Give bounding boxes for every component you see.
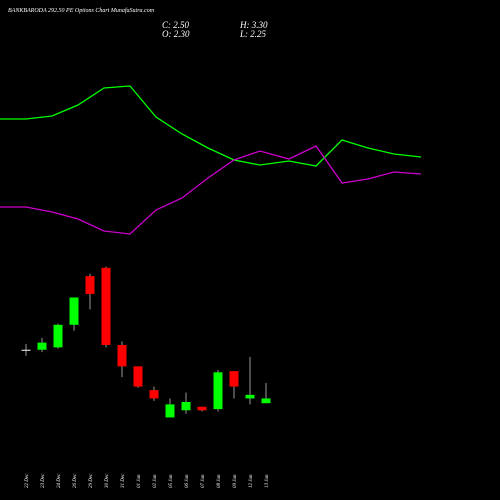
x-tick-label: 30 Dec (105, 473, 110, 488)
candle-body (53, 324, 63, 348)
x-tick-label: 12 Jan (249, 474, 254, 488)
x-tick-label: 29 Dec (89, 473, 94, 488)
candle-body (149, 390, 159, 399)
candle-4 (85, 273, 95, 310)
candle-8 (149, 386, 159, 401)
candle-0 (21, 343, 31, 356)
x-tick-label: 05 Jan (169, 474, 174, 488)
x-tick-label: 23 Dec (41, 473, 46, 488)
candle-body (245, 394, 255, 399)
x-tick-label: 08 Jan (217, 474, 222, 488)
candle-13 (229, 371, 239, 399)
open-value: O: 2.30 (162, 29, 190, 39)
candle-body (117, 345, 127, 367)
upper-band-line (0, 85, 422, 167)
chart-title: BANKBARODA 292.50 PE Options Chart Munaf… (8, 8, 155, 14)
candle-5 (101, 266, 111, 348)
x-tick-label: 26 Dec (73, 473, 78, 488)
candle-7 (133, 366, 143, 388)
candle-1 (37, 337, 47, 353)
candle-body (133, 366, 143, 387)
x-tick-label: 13 Jan (265, 474, 270, 488)
candle-body (261, 398, 271, 404)
candle-15 (261, 383, 271, 404)
x-tick-label: 07 Jan (201, 474, 206, 488)
lower-band-line (0, 145, 422, 235)
low-value: L: 2.25 (240, 29, 267, 39)
candle-body (37, 342, 47, 350)
candle-body (69, 297, 79, 325)
candle-body (229, 371, 239, 387)
candle-body (21, 349, 31, 351)
x-tick-label: 09 Jan (233, 474, 238, 488)
candle-body (197, 406, 207, 411)
candle-10 (181, 392, 191, 414)
candle-body (165, 404, 175, 418)
candle-12 (213, 369, 223, 412)
candle-6 (117, 341, 127, 378)
close-value: C: 2.50 (162, 20, 189, 30)
candle-3 (69, 297, 79, 331)
candle-14 (245, 356, 255, 405)
candle-body (181, 402, 191, 411)
x-tick-label: 22 Dec (25, 473, 30, 488)
candle-9 (165, 398, 175, 418)
high-value: H: 3.30 (240, 20, 268, 30)
x-tick-label: 24 Dec (57, 473, 62, 488)
candle-2 (53, 323, 63, 349)
candle-body (213, 372, 223, 410)
x-tick-label: 31 Dec (121, 473, 126, 488)
x-tick-label: 06 Jan (185, 474, 190, 488)
candle-body (85, 276, 95, 294)
candle-body (101, 267, 111, 345)
candle-11 (197, 406, 207, 412)
x-tick-label: 01 Jan (137, 474, 142, 488)
x-tick-label: 02 Jan (153, 474, 158, 488)
